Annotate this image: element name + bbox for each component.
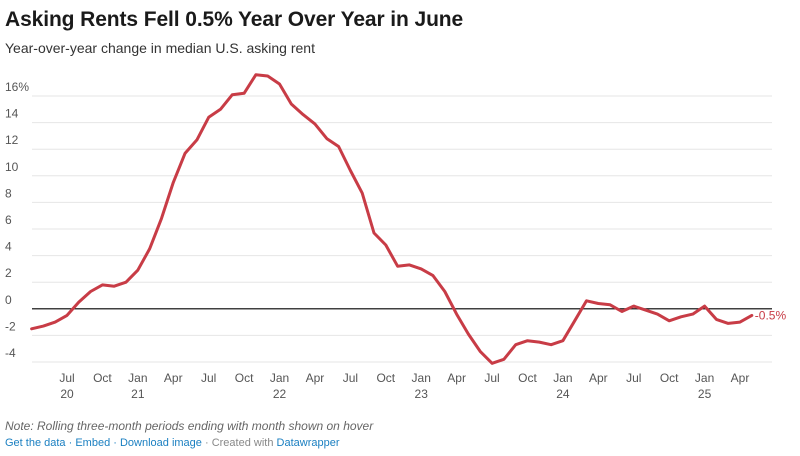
datawrapper-link[interactable]: Datawrapper bbox=[276, 437, 340, 449]
y-axis-ticks: 16% 14 12 10 8 6 4 2 0 -2 -4 bbox=[5, 80, 29, 360]
x-tick-year-label: 21 bbox=[131, 387, 145, 401]
series-layer bbox=[30, 73, 754, 365]
x-tick-label: Jan bbox=[412, 371, 431, 385]
x-tick-label: Jan bbox=[128, 371, 147, 385]
x-tick-label: Jul bbox=[201, 371, 216, 385]
chart-subtitle: Year-over-year change in median U.S. ask… bbox=[5, 40, 315, 56]
y-tick-label: -4 bbox=[5, 346, 16, 360]
download-image-link[interactable]: Download image bbox=[119, 437, 202, 449]
x-tick-label: Oct bbox=[376, 371, 395, 385]
x-tick-label: Apr bbox=[447, 371, 466, 385]
series-line bbox=[30, 73, 754, 365]
x-tick-label: Oct bbox=[518, 371, 537, 385]
y-tick-label: 4 bbox=[5, 240, 12, 254]
x-tick-label: Jul bbox=[484, 371, 499, 385]
y-tick-label: 12 bbox=[5, 133, 19, 147]
end-value-label: -0.5% bbox=[755, 308, 787, 322]
chart-note: Note: Rolling three-month periods ending… bbox=[5, 419, 374, 433]
embed-link[interactable]: Embed bbox=[75, 437, 111, 449]
y-tick-label: 6 bbox=[5, 213, 12, 227]
x-tick-year-label: 20 bbox=[60, 387, 74, 401]
x-tick-label: Apr bbox=[164, 371, 183, 385]
y-tick-label: 16% bbox=[5, 80, 29, 94]
x-tick-label: Jul bbox=[343, 371, 358, 385]
chart-footer: Get the data · Embed · Download image · … bbox=[5, 437, 340, 449]
x-tick-label: Jul bbox=[59, 371, 74, 385]
x-tick-label: Apr bbox=[306, 371, 325, 385]
footer-separator: · bbox=[201, 437, 212, 449]
y-tick-label: 14 bbox=[5, 107, 19, 121]
x-tick-label: Jan bbox=[553, 371, 572, 385]
x-tick-label: Oct bbox=[235, 371, 254, 385]
created-with-text: Created with bbox=[211, 437, 274, 449]
x-tick-label: Oct bbox=[660, 371, 679, 385]
x-tick-year-label: 24 bbox=[556, 387, 570, 401]
x-tick-year-label: 25 bbox=[698, 387, 712, 401]
data-labels: -0.5% bbox=[755, 308, 787, 322]
x-tick-year-label: 23 bbox=[415, 387, 429, 401]
get-data-link[interactable]: Get the data bbox=[5, 437, 66, 449]
chart-title: Asking Rents Fell 0.5% Year Over Year in… bbox=[5, 8, 464, 31]
x-tick-label: Jul bbox=[626, 371, 641, 385]
x-tick-label: Oct bbox=[93, 371, 112, 385]
y-tick-label: -2 bbox=[5, 319, 16, 333]
y-tick-label: 10 bbox=[5, 160, 19, 174]
y-tick-label: 0 bbox=[5, 293, 12, 307]
footer-separator: · bbox=[110, 437, 120, 449]
x-axis-ticks: Jul 20 Oct Jan 21 Apr Jul Oct Jan 22 Apr Jul Oct Jan 2… bbox=[59, 371, 749, 401]
x-tick-label: Jan bbox=[270, 371, 289, 385]
x-tick-year-label: 22 bbox=[273, 387, 287, 401]
y-tick-label: 8 bbox=[5, 186, 12, 200]
grid-lines bbox=[32, 95, 772, 363]
x-tick-label: Apr bbox=[589, 371, 608, 385]
x-tick-label: Jan bbox=[695, 371, 714, 385]
footer-separator: · bbox=[65, 437, 76, 449]
x-tick-label: Apr bbox=[731, 371, 750, 385]
y-tick-label: 2 bbox=[5, 266, 12, 280]
